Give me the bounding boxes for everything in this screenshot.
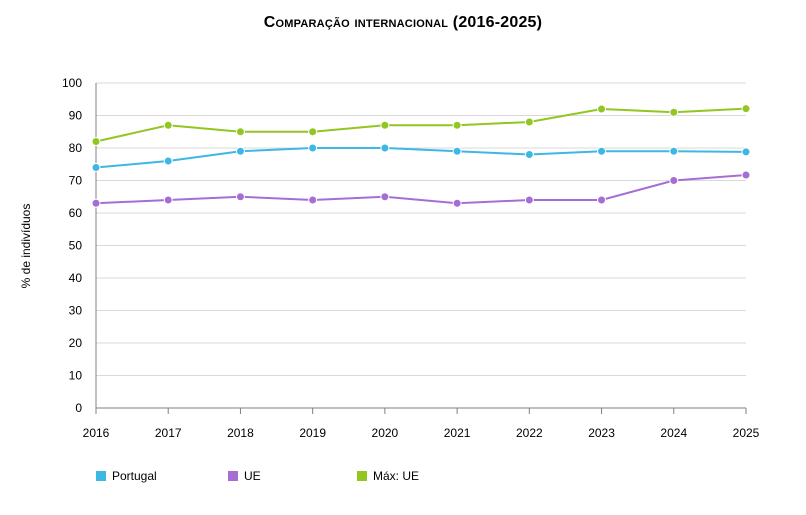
- y-tick-label: 80: [69, 141, 83, 155]
- data-point[interactable]: [235, 146, 245, 156]
- data-point[interactable]: [741, 147, 751, 157]
- legend-label-portugal: Portugal: [112, 469, 157, 483]
- y-tick-labels: 0 10 20 30 40 50 60 70 80 90 100: [62, 76, 82, 415]
- data-point[interactable]: [308, 195, 318, 205]
- x-tick-label: 2017: [155, 426, 182, 440]
- data-point[interactable]: [380, 192, 390, 202]
- series-lines: [95, 107, 747, 205]
- data-point[interactable]: [452, 198, 462, 208]
- data-point[interactable]: [380, 143, 390, 153]
- series-points: [91, 104, 751, 208]
- data-point[interactable]: [597, 146, 607, 156]
- y-tick-label: 90: [69, 109, 83, 123]
- gridlines: [96, 82, 746, 376]
- data-point[interactable]: [308, 143, 318, 153]
- x-tick-label: 2018: [227, 426, 254, 440]
- data-point[interactable]: [91, 137, 101, 146]
- series-line-1: [95, 173, 747, 205]
- chart-title: Comparação internacional (2016-2025): [263, 14, 543, 31]
- data-point[interactable]: [597, 104, 607, 114]
- data-point[interactable]: [669, 176, 679, 185]
- data-point[interactable]: [380, 120, 390, 130]
- legend-item-ue: UE: [228, 469, 261, 483]
- y-tick-label: 100: [62, 76, 82, 90]
- data-point[interactable]: [669, 107, 679, 117]
- legend-label-ue: UE: [244, 469, 261, 483]
- data-point[interactable]: [163, 156, 173, 166]
- legend-swatch-portugal: [96, 471, 106, 481]
- y-tick-label: 0: [75, 401, 82, 415]
- x-tick-label: 2021: [444, 426, 471, 440]
- x-tick-label: 2016: [83, 426, 110, 440]
- data-point[interactable]: [452, 146, 462, 156]
- data-point[interactable]: [741, 170, 751, 180]
- x-tick-label: 2025: [733, 426, 760, 440]
- legend-label-max-ue: Máx: UE: [373, 469, 420, 483]
- legend-item-portugal: Portugal: [96, 469, 157, 483]
- y-tick-label: 30: [69, 304, 83, 318]
- data-point[interactable]: [163, 120, 173, 130]
- y-tick-label: 20: [69, 336, 83, 350]
- y-tick-label: 40: [69, 271, 83, 285]
- x-tick-label: 2023: [588, 426, 615, 440]
- data-point[interactable]: [524, 195, 534, 205]
- x-tick-label: 2019: [299, 426, 326, 440]
- y-axis-label: % de indivíduos: [19, 204, 33, 289]
- data-point[interactable]: [597, 195, 607, 205]
- x-tick-labels: 2016 2017 2018 2019 2020 2021 2022 2023 2024 2025: [83, 426, 760, 440]
- data-point[interactable]: [524, 150, 534, 159]
- series-line-0: [95, 147, 747, 169]
- y-tick-label: 60: [69, 206, 83, 220]
- legend-item-max-ue: Máx: UE: [357, 469, 419, 483]
- data-point[interactable]: [741, 104, 751, 114]
- x-tick-label: 2022: [516, 426, 543, 440]
- series-line-2: [95, 107, 747, 143]
- x-tick-label: 2020: [372, 426, 399, 440]
- data-point[interactable]: [669, 146, 679, 156]
- data-point[interactable]: [235, 127, 245, 137]
- data-point[interactable]: [91, 163, 101, 172]
- data-point[interactable]: [91, 198, 101, 208]
- axes: [95, 83, 747, 414]
- legend-swatch-max-ue: [357, 471, 367, 481]
- y-tick-label: 50: [69, 239, 83, 253]
- y-tick-label: 70: [69, 174, 83, 188]
- y-tick-label: 10: [69, 369, 83, 383]
- data-point[interactable]: [163, 195, 173, 205]
- data-point[interactable]: [235, 192, 245, 202]
- x-tick-label: 2024: [660, 426, 687, 440]
- data-point[interactable]: [308, 127, 318, 137]
- data-point[interactable]: [524, 117, 534, 127]
- data-point[interactable]: [452, 120, 462, 130]
- legend-swatch-ue: [228, 471, 238, 481]
